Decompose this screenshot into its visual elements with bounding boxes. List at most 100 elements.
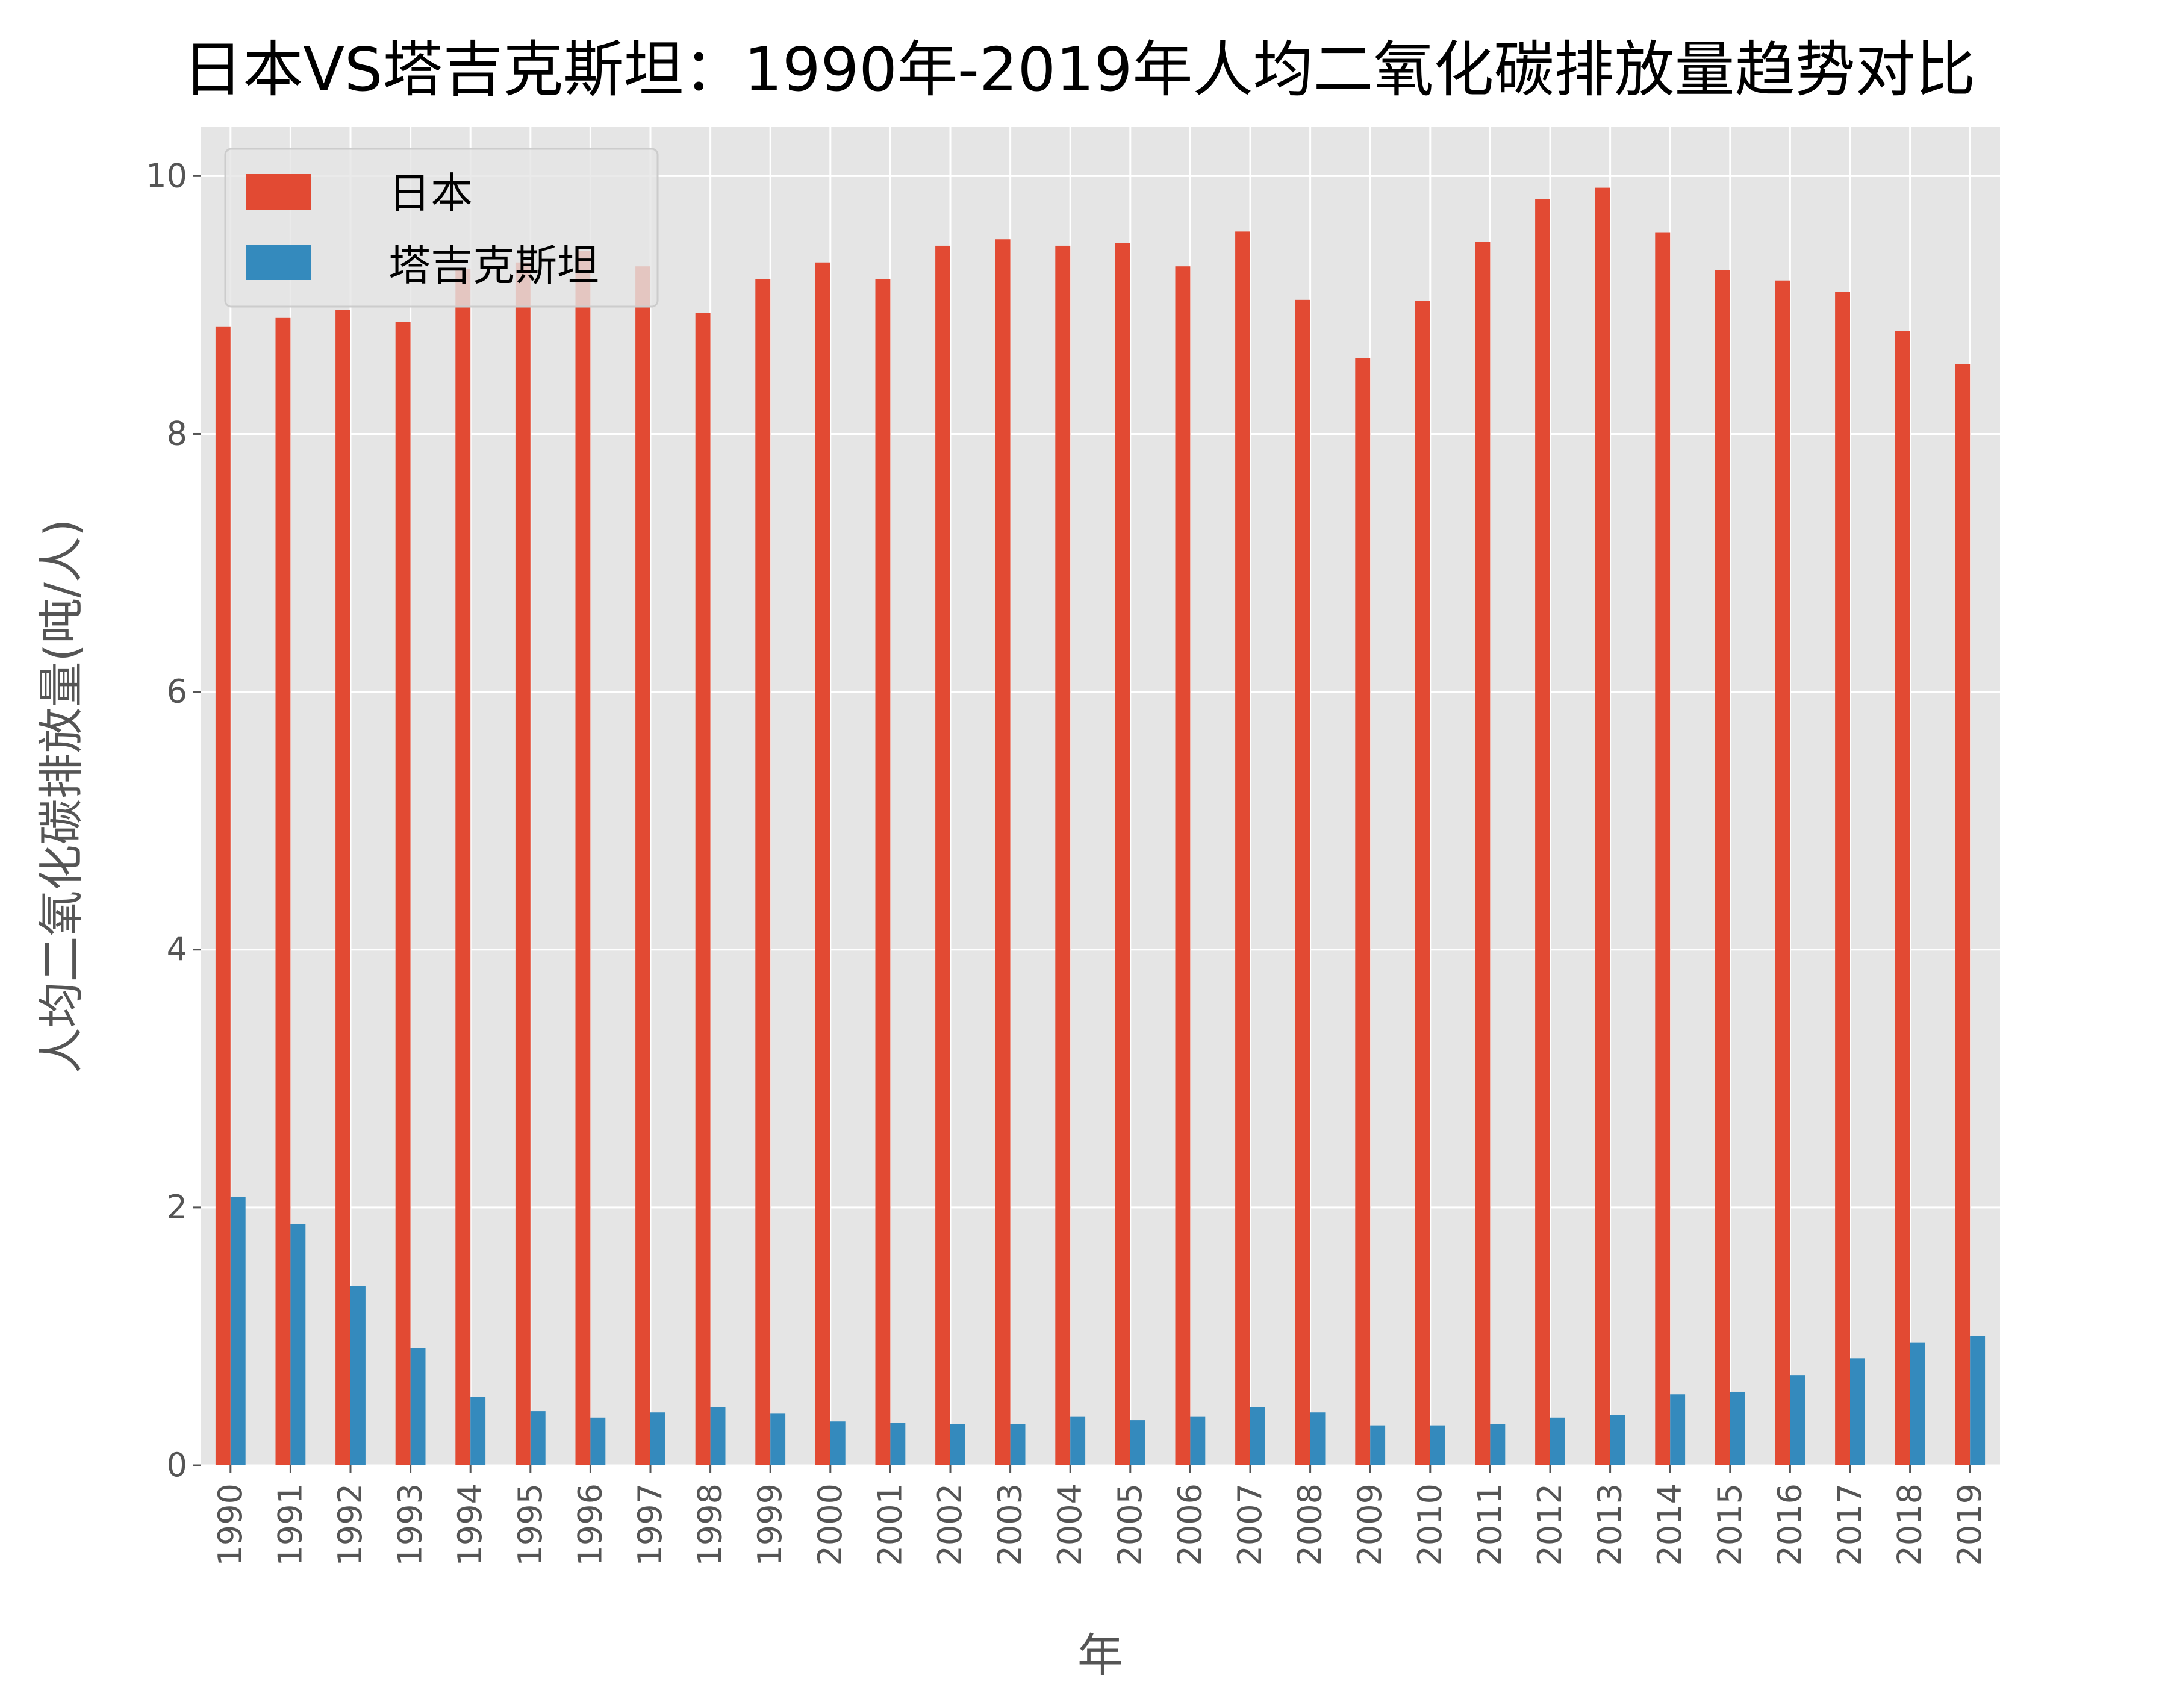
x-tick-label: 2016 xyxy=(1771,1483,1809,1566)
x-tick-label: 2003 xyxy=(991,1483,1029,1566)
bar-tajikistan-2000 xyxy=(830,1421,846,1465)
plot-background xyxy=(201,127,2000,1465)
bar-tajikistan-2019 xyxy=(1970,1336,1986,1465)
x-tick-label: 2014 xyxy=(1651,1483,1689,1566)
legend-label-tajikistan: 塔吉克斯坦 xyxy=(388,241,599,290)
y-axis-label: 人均二氧化碳排放量(吨/人) xyxy=(34,519,88,1074)
bar-japan-1990 xyxy=(215,326,231,1465)
bar-tajikistan-1998 xyxy=(710,1407,726,1465)
x-tick-label: 2009 xyxy=(1351,1483,1389,1566)
x-tick-label: 2007 xyxy=(1231,1483,1269,1566)
x-tick-label: 1992 xyxy=(331,1483,369,1566)
x-tick-label: 2019 xyxy=(1951,1483,1989,1566)
bar-japan-2009 xyxy=(1355,358,1371,1465)
bar-tajikistan-2007 xyxy=(1250,1407,1265,1465)
y-tick-label: 2 xyxy=(167,1188,187,1226)
x-tick-label: 2008 xyxy=(1291,1483,1329,1566)
chart-title: 日本VS塔吉克斯坦：1990年-2019年人均二氧化碳排放量趋势对比 xyxy=(183,34,1976,105)
bar-japan-1992 xyxy=(335,310,350,1465)
y-tick-label: 0 xyxy=(167,1446,187,1484)
x-tick-label: 1997 xyxy=(631,1483,669,1566)
bar-tajikistan-2002 xyxy=(950,1424,965,1465)
legend-swatch-japan xyxy=(246,174,311,210)
bar-japan-2012 xyxy=(1535,199,1550,1465)
bar-japan-2000 xyxy=(815,262,830,1465)
bar-tajikistan-1990 xyxy=(230,1197,246,1465)
x-tick-label: 2002 xyxy=(931,1483,969,1566)
bar-tajikistan-2015 xyxy=(1730,1391,1745,1465)
bar-tajikistan-2005 xyxy=(1130,1420,1145,1465)
bar-tajikistan-1994 xyxy=(470,1397,486,1465)
x-tick-label: 2006 xyxy=(1171,1483,1209,1566)
legend: 日本 塔吉克斯坦 xyxy=(224,148,659,308)
bar-tajikistan-2009 xyxy=(1370,1425,1386,1465)
bar-japan-2001 xyxy=(875,279,891,1465)
x-tick-label: 2013 xyxy=(1591,1483,1629,1566)
bar-japan-2016 xyxy=(1775,280,1790,1466)
bar-tajikistan-1991 xyxy=(290,1224,306,1465)
x-tick-label: 2011 xyxy=(1471,1483,1509,1566)
bar-japan-2002 xyxy=(935,245,950,1465)
bar-tajikistan-1993 xyxy=(410,1348,426,1465)
x-tick-label: 2010 xyxy=(1411,1483,1449,1566)
bar-japan-1993 xyxy=(395,322,411,1465)
x-tick-label: 2012 xyxy=(1531,1483,1569,1566)
x-tick-label: 2001 xyxy=(871,1483,909,1566)
bar-japan-1996 xyxy=(575,251,591,1465)
bar-tajikistan-2006 xyxy=(1190,1416,1206,1465)
bar-tajikistan-1999 xyxy=(770,1413,786,1465)
bar-tajikistan-1995 xyxy=(530,1411,546,1465)
bar-japan-1994 xyxy=(455,269,471,1466)
bar-tajikistan-2012 xyxy=(1550,1417,1565,1465)
bar-tajikistan-1997 xyxy=(650,1412,665,1465)
y-tick-label: 10 xyxy=(146,157,187,195)
bar-japan-2008 xyxy=(1295,299,1310,1465)
x-tick-label: 1999 xyxy=(751,1483,789,1566)
bar-tajikistan-2010 xyxy=(1430,1425,1445,1465)
x-axis-label: 年 xyxy=(1077,1629,1123,1682)
bar-japan-2013 xyxy=(1595,187,1610,1465)
bar-japan-2017 xyxy=(1835,292,1850,1465)
bar-japan-1997 xyxy=(635,266,650,1465)
bar-japan-2010 xyxy=(1415,301,1430,1466)
x-tick-label: 1990 xyxy=(211,1483,249,1566)
bar-japan-2011 xyxy=(1475,242,1491,1465)
x-tick-label: 2004 xyxy=(1051,1483,1089,1566)
bar-japan-1999 xyxy=(755,279,771,1465)
x-tick-label: 1998 xyxy=(691,1483,729,1566)
x-tick-label: 1993 xyxy=(391,1483,429,1566)
bar-tajikistan-2001 xyxy=(890,1423,906,1465)
bar-tajikistan-2011 xyxy=(1490,1424,1506,1465)
bar-tajikistan-2016 xyxy=(1790,1375,1805,1465)
y-tick-label: 6 xyxy=(167,673,187,711)
bar-tajikistan-1992 xyxy=(350,1286,366,1465)
bar-japan-2006 xyxy=(1175,266,1191,1465)
bar-japan-2015 xyxy=(1715,270,1730,1465)
bar-tajikistan-2004 xyxy=(1070,1416,1086,1465)
bar-japan-2005 xyxy=(1115,243,1130,1466)
legend-box xyxy=(224,148,659,308)
legend-label-japan: 日本 xyxy=(388,169,473,218)
x-tick-label: 2005 xyxy=(1111,1483,1149,1566)
x-tick-label: 2000 xyxy=(811,1483,849,1566)
bar-japan-2003 xyxy=(995,239,1011,1465)
bar-tajikistan-2003 xyxy=(1010,1424,1026,1465)
bar-tajikistan-1996 xyxy=(590,1417,606,1465)
bar-japan-1991 xyxy=(275,317,291,1466)
x-tick-label: 1994 xyxy=(451,1483,489,1566)
x-tick-label: 1991 xyxy=(271,1483,309,1566)
bar-japan-2014 xyxy=(1655,232,1671,1466)
x-tick-label: 1996 xyxy=(571,1483,609,1566)
bar-japan-1995 xyxy=(515,262,531,1465)
bar-tajikistan-2017 xyxy=(1850,1358,1865,1465)
bar-japan-2004 xyxy=(1055,245,1071,1465)
bar-tajikistan-2013 xyxy=(1610,1415,1625,1465)
bar-tajikistan-2008 xyxy=(1310,1412,1326,1465)
x-tick-label: 1995 xyxy=(511,1483,549,1566)
legend-swatch-tajikistan xyxy=(246,245,311,280)
x-tick-label: 2018 xyxy=(1891,1483,1929,1566)
bar-tajikistan-2018 xyxy=(1910,1342,1925,1465)
bar-japan-1998 xyxy=(695,313,711,1465)
y-tick-label: 8 xyxy=(167,414,187,452)
